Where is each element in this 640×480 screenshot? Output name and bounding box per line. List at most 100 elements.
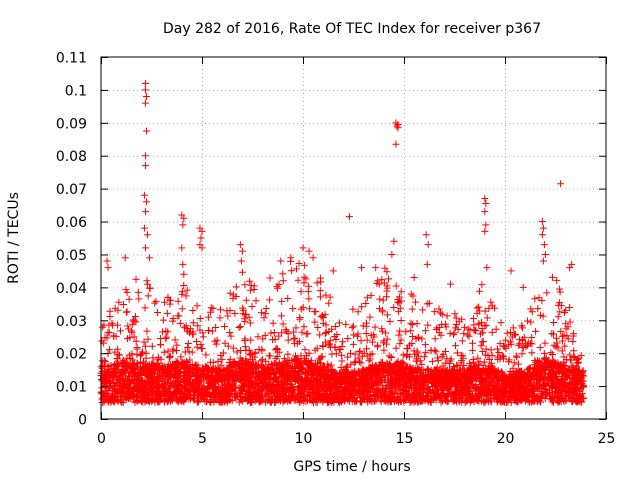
data-point — [502, 344, 510, 352]
data-point — [284, 336, 292, 344]
data-point — [487, 346, 495, 354]
data-point — [176, 319, 184, 327]
data-point — [443, 312, 451, 320]
data-point — [138, 350, 146, 358]
chart-title: Day 282 of 2016, Rate Of TEC Index for r… — [163, 21, 541, 37]
data-point — [207, 304, 215, 312]
data-point — [235, 324, 243, 332]
data-point — [407, 290, 415, 298]
data-point — [141, 342, 149, 350]
data-point — [154, 308, 162, 316]
data-point — [178, 305, 186, 313]
data-point — [270, 328, 278, 336]
data-point — [342, 320, 350, 328]
data-point — [402, 352, 410, 360]
data-point — [344, 353, 352, 361]
data-point — [547, 349, 555, 357]
data-point — [266, 274, 274, 282]
data-point — [189, 307, 197, 315]
data-point — [365, 357, 373, 365]
data-point — [349, 322, 357, 330]
data-point — [148, 342, 156, 350]
data-point — [371, 323, 379, 331]
data-point — [556, 285, 564, 293]
data-point — [316, 287, 324, 295]
data-point — [248, 303, 256, 311]
data-point — [411, 350, 419, 358]
data-point — [266, 296, 274, 304]
data-point — [164, 328, 172, 336]
data-point — [125, 295, 133, 303]
data-point — [451, 310, 459, 318]
data-point — [302, 330, 310, 338]
data-point — [273, 344, 281, 352]
data-point — [137, 352, 144, 360]
data-point — [450, 331, 458, 339]
data-point — [534, 305, 542, 313]
data-point — [216, 306, 224, 314]
data-point — [452, 342, 460, 350]
data-point — [162, 327, 170, 335]
data-point — [524, 317, 532, 325]
data-point — [343, 362, 351, 370]
data-point — [411, 298, 419, 306]
data-point — [299, 303, 307, 311]
data-point — [362, 300, 370, 308]
data-points — [97, 79, 588, 407]
data-point — [344, 335, 352, 343]
data-point — [418, 335, 426, 343]
data-point — [349, 340, 357, 348]
data-point — [543, 289, 551, 297]
data-point — [432, 348, 440, 356]
data-point — [475, 303, 483, 311]
data-point — [399, 351, 407, 359]
data-point — [397, 336, 405, 344]
data-point — [478, 281, 486, 289]
data-point — [470, 314, 478, 322]
data-point — [236, 323, 244, 331]
data-point — [419, 306, 427, 314]
data-point — [166, 300, 174, 308]
data-point — [348, 324, 356, 332]
data-point — [528, 334, 536, 342]
data-point — [212, 324, 220, 332]
data-point — [570, 347, 578, 355]
data-point — [476, 287, 484, 295]
data-point — [134, 288, 142, 296]
data-point — [247, 286, 255, 294]
data-point — [326, 337, 334, 345]
data-point — [166, 353, 174, 361]
data-point — [172, 347, 180, 355]
data-point — [216, 314, 224, 322]
data-point — [171, 336, 179, 344]
data-point — [383, 335, 391, 343]
data-point — [397, 288, 405, 296]
data-point — [483, 314, 491, 322]
data-point — [199, 333, 207, 341]
data-point — [289, 305, 297, 313]
data-point — [180, 281, 188, 289]
data-point — [548, 273, 556, 281]
data-point — [416, 357, 424, 365]
data-point — [300, 273, 308, 281]
data-point — [279, 270, 287, 278]
data-point — [404, 344, 412, 352]
data-point — [502, 336, 510, 344]
data-point — [259, 335, 267, 343]
data-point — [566, 351, 574, 359]
data-point — [189, 319, 197, 327]
data-point — [392, 344, 400, 352]
data-point — [152, 297, 160, 305]
data-point — [564, 335, 572, 343]
data-point — [279, 277, 287, 285]
data-point — [431, 346, 439, 354]
data-point — [350, 359, 358, 367]
data-point — [182, 292, 190, 300]
data-point — [437, 309, 445, 317]
data-point — [409, 292, 417, 300]
data-point — [259, 356, 267, 364]
data-point — [188, 348, 196, 356]
data-point — [226, 328, 234, 336]
data-point — [252, 297, 260, 305]
